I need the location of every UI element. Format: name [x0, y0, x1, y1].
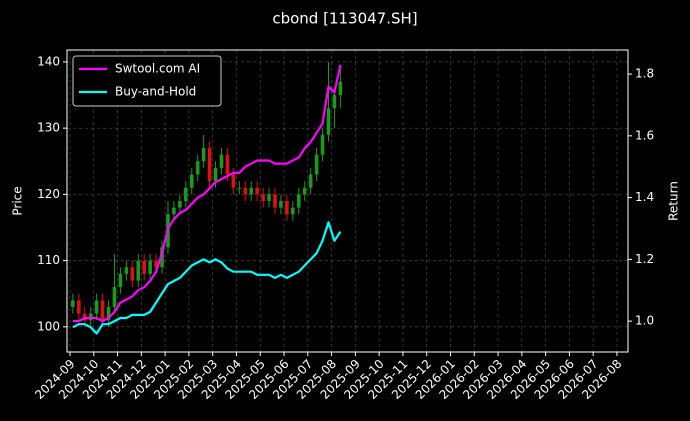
candle-body [302, 187, 307, 195]
candle-body [154, 260, 158, 268]
y2-axis-label: Return [667, 181, 681, 221]
candle-body [94, 300, 99, 314]
legend-label: Swtool.com AI [115, 62, 200, 76]
legend-box [72, 55, 222, 107]
candle-body [213, 167, 218, 182]
legend: Swtool.com AI Buy-and-Hold [72, 55, 222, 107]
candle-body [225, 154, 230, 175]
candle-body [136, 260, 141, 281]
candle-body [231, 174, 236, 188]
candle-body [237, 187, 242, 189]
candle-body [189, 174, 194, 188]
plot-frame [66, 49, 629, 353]
candle-body [118, 273, 123, 288]
candle-body [142, 260, 146, 274]
y-tick-label: 120 [37, 187, 60, 201]
candle-body [71, 300, 75, 307]
chart-title: cbond [113047.SH] [272, 10, 417, 28]
y-tick-label: 100 [37, 319, 60, 333]
y-tick-label: 140 [37, 54, 60, 68]
candle-body [148, 260, 152, 274]
y-tick-label: 130 [37, 121, 60, 135]
series-line [72, 64, 342, 323]
y2-tick-label: 1.0 [635, 314, 654, 328]
candle-body [279, 201, 283, 208]
y2-tick-label: 1.6 [635, 128, 654, 142]
candle-body [285, 201, 289, 215]
candle-body [207, 148, 212, 182]
candle-body [326, 108, 331, 135]
y2-tick-label: 1.4 [635, 190, 654, 204]
y2-tick-label: 1.2 [635, 252, 654, 266]
candle-body [338, 81, 343, 96]
candle-body [201, 148, 206, 162]
candle-body [178, 201, 182, 208]
candle-body [88, 313, 93, 321]
y2-tick-label: 1.8 [635, 67, 654, 81]
candle-body [130, 267, 135, 281]
candle-body [255, 187, 259, 195]
candle-body [261, 194, 265, 201]
y-axis-label: Price [11, 186, 25, 215]
candle-body [82, 313, 87, 321]
candle-body [332, 95, 337, 109]
candle-body [172, 207, 176, 215]
candle-body [219, 154, 224, 168]
candle-body [243, 187, 248, 195]
y-tick-label: 110 [37, 253, 60, 267]
candle-body [124, 267, 129, 274]
candle-body [100, 300, 105, 321]
candle-body [308, 174, 313, 188]
candle-body [184, 187, 188, 201]
candle-body [112, 287, 117, 307]
candle-body [160, 247, 164, 268]
candle-body [273, 194, 277, 208]
candle-body [106, 306, 111, 321]
candle-body [291, 207, 295, 215]
series-line [72, 221, 342, 335]
candle-body [296, 194, 301, 208]
candle-body [195, 161, 200, 175]
candle-body [249, 187, 254, 195]
candle-body [314, 154, 319, 175]
candle-body [320, 134, 325, 155]
legend-label: Buy-and-Hold [115, 85, 196, 99]
candle-body [267, 194, 271, 201]
candle-body [76, 300, 81, 314]
